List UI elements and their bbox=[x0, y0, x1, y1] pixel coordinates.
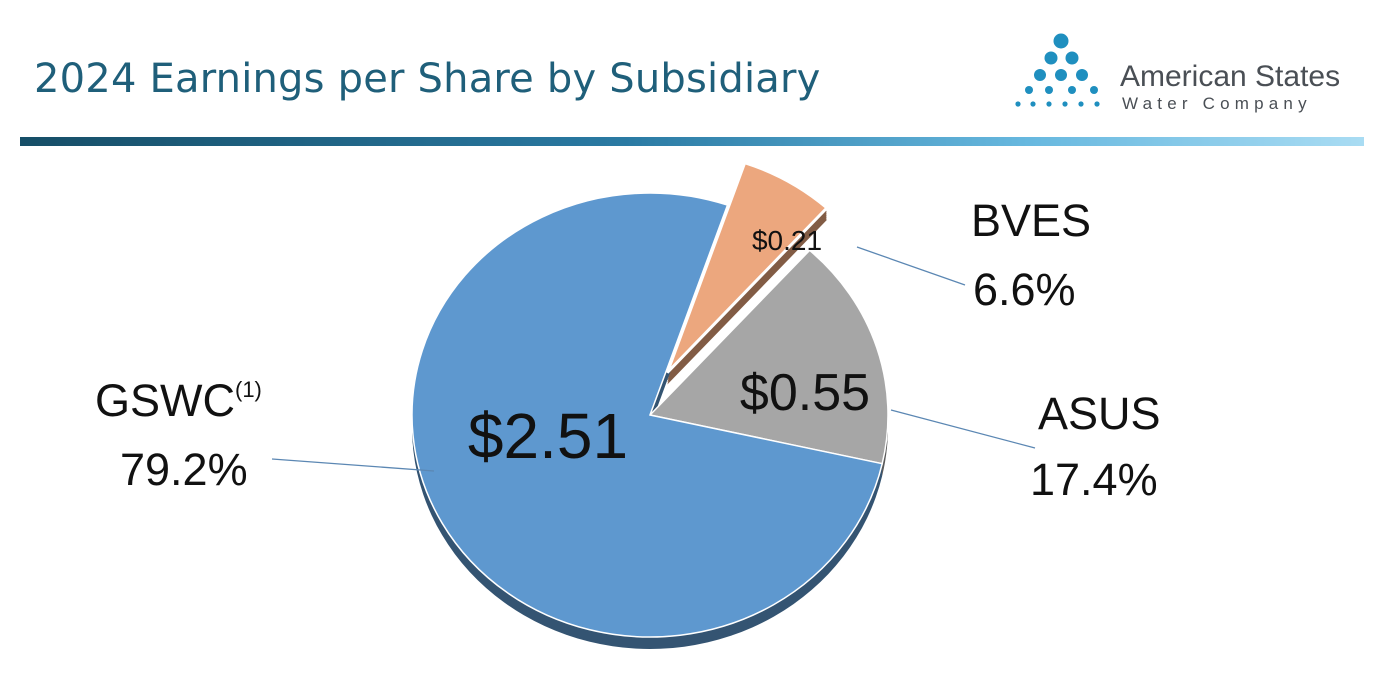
page-title: 2024 Earnings per Share by Subsidiary bbox=[34, 56, 821, 102]
logo-drop bbox=[1065, 51, 1079, 65]
logo-name: American States bbox=[1120, 60, 1341, 93]
pie-slice-asus bbox=[648, 249, 889, 465]
pie-slice-bves bbox=[665, 160, 830, 374]
company-logo: American States Water Company bbox=[1012, 30, 1372, 120]
label-bves-name: BVES bbox=[971, 195, 1092, 246]
label-asus-name: ASUS bbox=[1038, 388, 1161, 439]
logo-drop bbox=[1034, 69, 1046, 81]
logo-subtitle: Water Company bbox=[1122, 94, 1312, 113]
logo-drop bbox=[1015, 101, 1021, 107]
logo-drop bbox=[1030, 101, 1036, 107]
value-label-asus: $0.55 bbox=[740, 364, 870, 422]
logo-drop bbox=[1068, 86, 1076, 94]
value-label-bves: $0.21 bbox=[752, 225, 822, 256]
header-divider bbox=[20, 137, 1364, 146]
logo-drop bbox=[1053, 33, 1069, 49]
logo-drop bbox=[1078, 101, 1084, 107]
logo-drop bbox=[1046, 101, 1052, 107]
logo-drop bbox=[1025, 86, 1033, 94]
label-bves-percent: 6.6% bbox=[973, 264, 1076, 315]
logo-drop bbox=[1045, 86, 1053, 94]
logo-drop bbox=[1076, 69, 1088, 81]
label-asus-percent: 17.4% bbox=[1030, 454, 1158, 505]
logo-drop bbox=[1055, 69, 1067, 81]
label-gswc-percent: 79.2% bbox=[120, 444, 248, 495]
leader-line-bves bbox=[856, 246, 966, 286]
logo-drop bbox=[1090, 86, 1098, 94]
logo-drop bbox=[1062, 101, 1068, 107]
leader-line-asus bbox=[890, 409, 1036, 449]
logo-drop bbox=[1094, 101, 1100, 107]
label-gswc-name: GSWC(1) bbox=[95, 375, 262, 426]
water-drops-icon bbox=[1015, 33, 1100, 107]
leader-line-gswc bbox=[271, 458, 435, 472]
value-label-gswc: $2.51 bbox=[468, 400, 628, 472]
logo-drop bbox=[1044, 51, 1058, 65]
pie-slice-gswc bbox=[411, 192, 884, 638]
